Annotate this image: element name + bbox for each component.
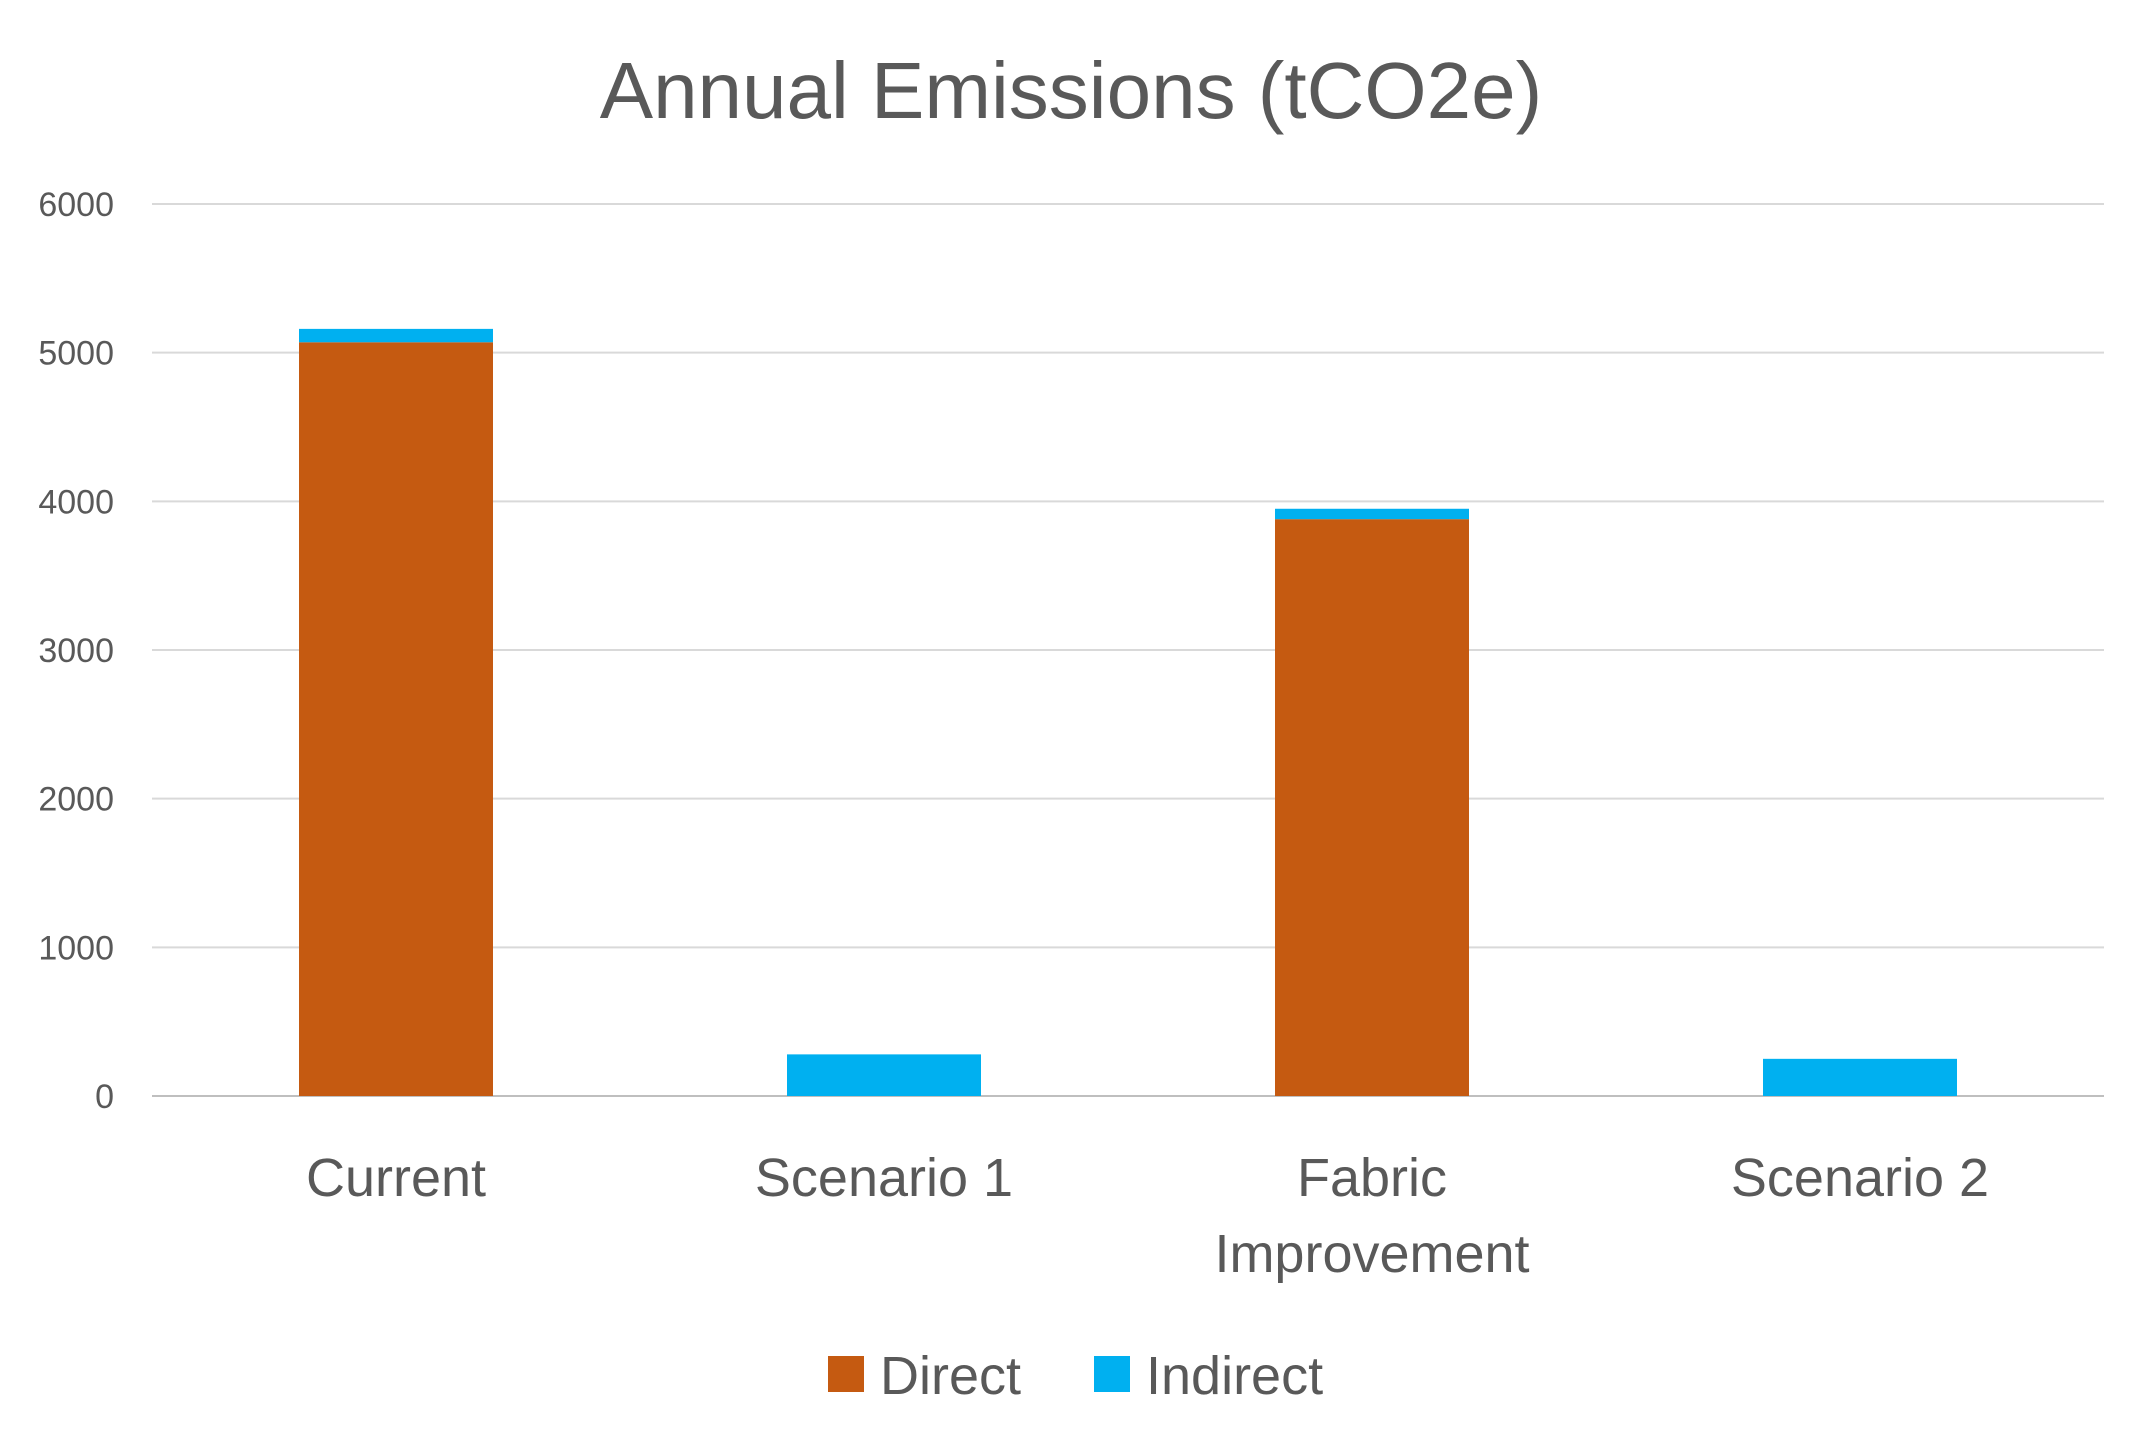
legend-swatch-indirect	[1094, 1356, 1130, 1392]
chart-title: Annual Emissions (tCO2e)	[600, 46, 1543, 135]
bar-indirect-1	[787, 1054, 981, 1096]
bar-direct-2	[1275, 519, 1469, 1096]
y-tick-label: 0	[95, 1078, 114, 1116]
y-tick-label: 6000	[38, 186, 114, 224]
bars	[299, 328, 1957, 1096]
y-tick-label: 1000	[38, 929, 114, 967]
y-axis-ticks: 0 1000 2000 3000 4000 5000 6000	[38, 186, 114, 1116]
x-category-label: Fabric	[1297, 1148, 1447, 1208]
legend: Direct Indirect	[828, 1346, 1323, 1406]
y-tick-label: 5000	[38, 335, 114, 373]
bar-direct-0	[299, 342, 493, 1096]
bar-indirect-3	[1763, 1058, 1957, 1096]
y-tick-label: 4000	[38, 483, 114, 521]
bar-indirect-0	[299, 328, 493, 343]
x-category-label: Scenario 1	[755, 1148, 1013, 1208]
legend-label-indirect: Indirect	[1146, 1346, 1323, 1406]
x-axis-categories: Current Scenario 1 Fabric Improvement Scenar…	[306, 1148, 1989, 1284]
bar-indirect-2	[1275, 508, 1469, 520]
y-tick-label: 3000	[38, 632, 114, 670]
y-tick-label: 2000	[38, 781, 114, 819]
x-category-label: Current	[306, 1148, 486, 1208]
x-category-label: Improvement	[1214, 1224, 1529, 1284]
legend-label-direct: Direct	[880, 1346, 1021, 1406]
legend-swatch-direct	[828, 1356, 864, 1392]
x-category-label: Scenario 2	[1731, 1148, 1989, 1208]
